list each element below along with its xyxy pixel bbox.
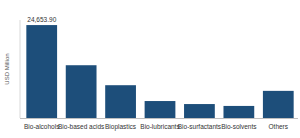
bar — [223, 106, 254, 118]
bar — [145, 101, 176, 118]
y-axis-label: USD Million — [4, 53, 10, 84]
x-tick-label: Bio-alcohols — [24, 123, 60, 130]
bar — [66, 65, 97, 118]
x-tick-label: Bio-lubricants — [140, 123, 180, 130]
chart-container: 24,653.90 Bio-alcoholsBio-based acidsBiop… — [0, 0, 300, 138]
bar — [263, 91, 294, 118]
x-tick-label: Bio-surfactants — [178, 123, 222, 130]
x-tick-label: Bio-based acids — [58, 123, 105, 130]
chart: 24,653.90 Bio-alcoholsBio-based acidsBiop… — [0, 0, 300, 138]
x-tick-label: Bio-solvents — [221, 123, 257, 130]
bars — [26, 25, 293, 118]
data-label: 24,653.90 — [27, 16, 56, 23]
x-axis-line — [20, 118, 298, 119]
y-axis-line — [20, 20, 21, 118]
x-tick-label: Bioplastics — [105, 123, 137, 131]
bar — [26, 25, 57, 118]
bar — [184, 104, 215, 118]
bar — [105, 85, 136, 118]
x-tick-label: Others — [269, 123, 289, 130]
